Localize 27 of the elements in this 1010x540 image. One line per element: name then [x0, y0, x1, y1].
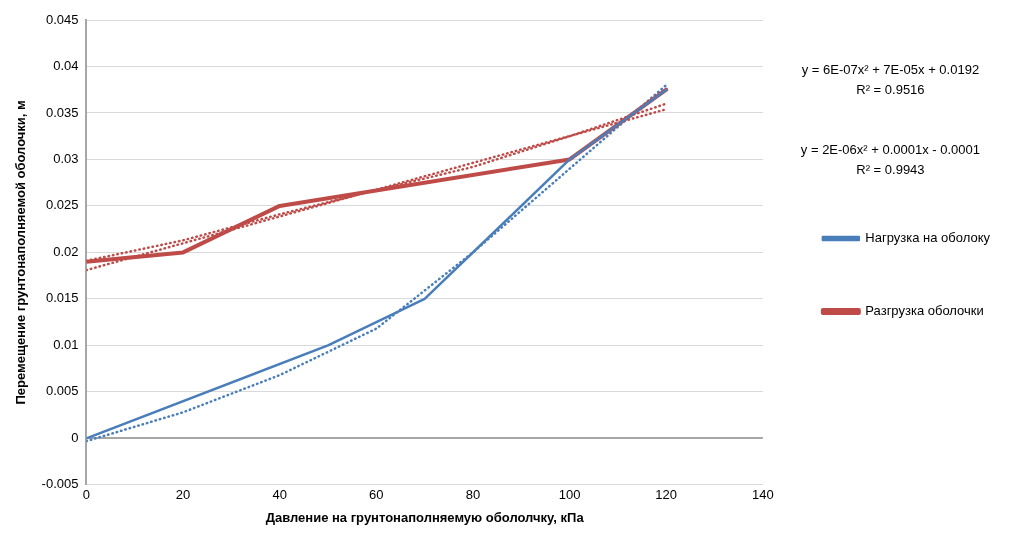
- y-tick-label: 0.025: [45, 197, 79, 213]
- text: y = 2E-06x² + 0.0001x - 0.0001: [800, 141, 981, 157]
- y-tick-label: 0.01: [53, 336, 79, 352]
- y-tick-label: 0.03: [53, 151, 79, 167]
- x-tick-label: 100: [558, 487, 581, 503]
- y-tick-label: 0.015: [45, 290, 79, 306]
- y-tick-label: 0.005: [45, 383, 79, 399]
- x-tick-label: 0: [82, 487, 91, 503]
- x-tick-label: 20: [175, 487, 191, 503]
- x-tick-label: 80: [465, 487, 481, 503]
- x-tick-label: 140: [751, 487, 774, 503]
- text: R² = 0.9516: [856, 81, 925, 97]
- x-tick-label: 60: [369, 487, 384, 503]
- y-tick-label: 0.045: [45, 11, 79, 27]
- y-axis-title: Перемещение грунтонаполняемой оболочки, м: [13, 100, 29, 405]
- y-tick-label: -0.005: [41, 476, 79, 492]
- y-tick-label: 0.035: [45, 104, 79, 120]
- x-tick-label: 40: [272, 487, 287, 503]
- x-tick-label: 120: [655, 487, 678, 503]
- text: y = 6E-07x² + 7E-05x + 0.0192: [801, 61, 980, 77]
- x-axis-title: Давление на грунтонаполняемую обололчку, кПа: [265, 509, 585, 525]
- y-tick-label: 0: [71, 429, 79, 445]
- text: R² = 0.9943: [856, 161, 925, 177]
- y-tick-label: 0.04: [53, 58, 79, 74]
- legend-label: Разгрузка оболочки: [865, 303, 984, 319]
- legend-label: Нагрузка на оболоку: [865, 230, 991, 246]
- y-tick-label: 0.02: [53, 243, 79, 259]
